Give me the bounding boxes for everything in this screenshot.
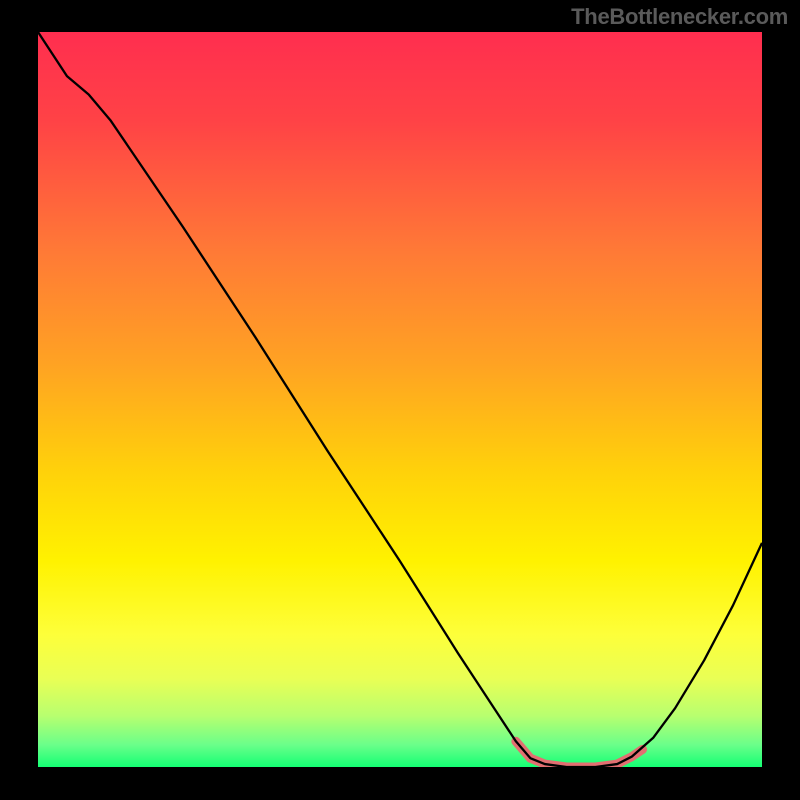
source-watermark: TheBottlenecker.com [571,4,788,30]
plot-area [38,32,762,767]
plot-svg [38,32,762,767]
gradient-background [38,32,762,767]
chart-container: TheBottlenecker.com [0,0,800,800]
